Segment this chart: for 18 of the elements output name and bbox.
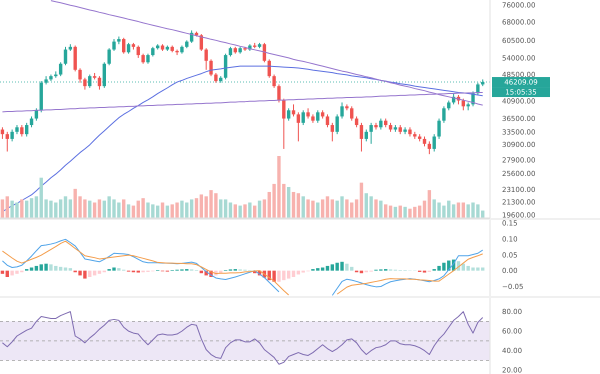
bar xyxy=(286,187,290,218)
bar xyxy=(88,200,92,218)
bar xyxy=(253,206,256,218)
bar xyxy=(238,206,242,218)
bar xyxy=(258,200,262,218)
bar xyxy=(398,206,402,218)
bar xyxy=(248,202,252,218)
bar xyxy=(394,206,398,218)
bar xyxy=(302,196,305,218)
bar xyxy=(20,199,24,218)
bar xyxy=(379,200,383,218)
bar xyxy=(166,206,170,218)
line-series xyxy=(2,311,484,365)
bar xyxy=(403,206,407,218)
bar xyxy=(234,204,237,218)
bar xyxy=(316,202,320,218)
bar xyxy=(122,199,126,218)
bar xyxy=(126,204,130,218)
